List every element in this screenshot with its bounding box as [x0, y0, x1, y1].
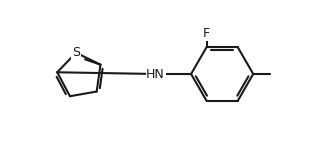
Text: F: F [203, 27, 210, 40]
Text: S: S [72, 46, 80, 59]
Text: HN: HN [146, 67, 165, 81]
